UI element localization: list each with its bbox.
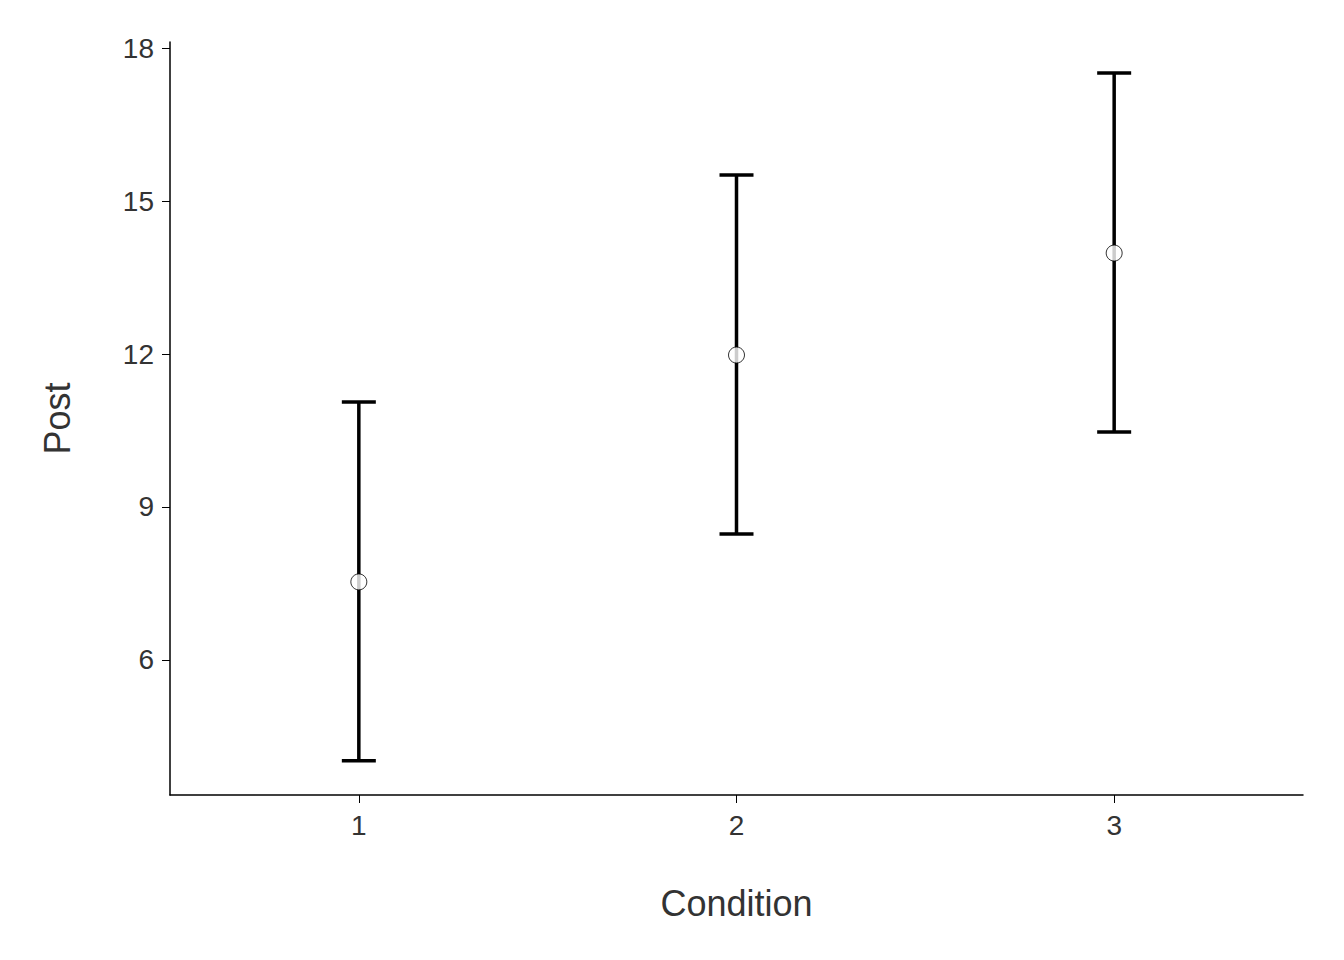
svg-text:Condition: Condition	[660, 883, 812, 924]
svg-text:Post: Post	[37, 382, 78, 454]
svg-text:1: 1	[351, 810, 367, 841]
svg-text:9: 9	[138, 491, 154, 522]
svg-text:2: 2	[729, 810, 745, 841]
svg-text:12: 12	[123, 339, 154, 370]
svg-text:15: 15	[123, 186, 154, 217]
svg-text:6: 6	[138, 644, 154, 675]
svg-text:18: 18	[123, 33, 154, 64]
svg-text:3: 3	[1106, 810, 1122, 841]
